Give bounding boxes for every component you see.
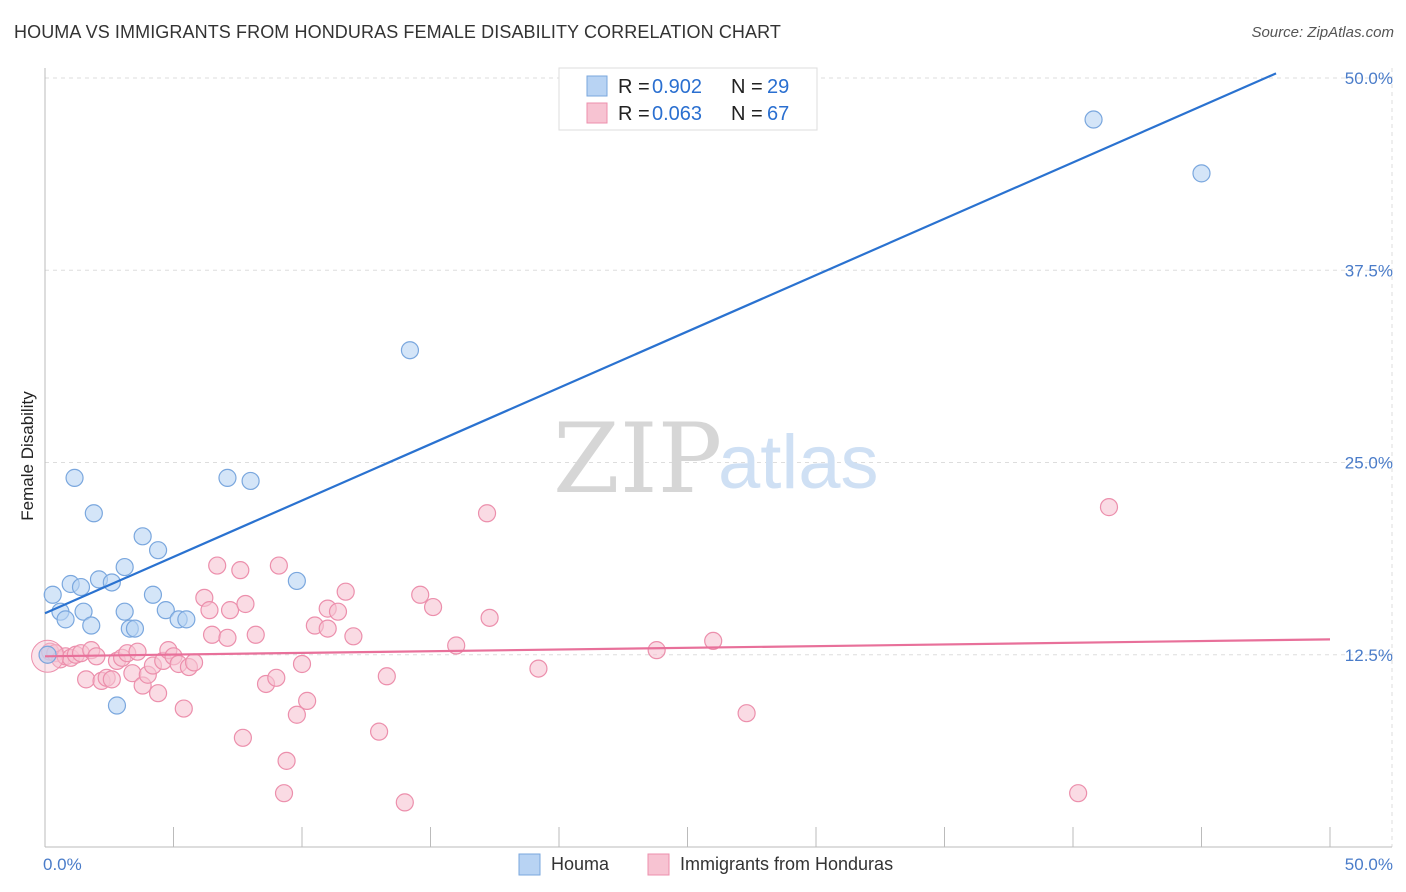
legend-r-value: 0.902	[652, 76, 702, 98]
bottom-legend-swatch-houma	[518, 853, 541, 876]
data-point	[218, 628, 237, 647]
data-point	[1099, 498, 1119, 517]
source-label: Source: ZipAtlas.com	[1251, 24, 1394, 41]
bottom-legend-swatch-honduras	[647, 853, 670, 876]
data-point	[38, 645, 57, 664]
data-point	[377, 667, 396, 686]
data-point	[148, 541, 168, 560]
trend-line	[44, 72, 1277, 615]
data-point	[274, 784, 294, 803]
data-point	[56, 610, 75, 629]
data-point	[200, 601, 219, 620]
y-tick-label: 12.5%	[1345, 646, 1393, 665]
bottom-legend-label-honduras: Immigrants from Honduras	[680, 854, 893, 874]
data-point	[115, 602, 134, 621]
legend-n-value: 29	[767, 76, 789, 98]
legend-n-label: N =	[731, 76, 763, 98]
data-point	[529, 659, 548, 678]
legend-swatch-honduras	[586, 102, 608, 124]
data-point	[267, 668, 286, 687]
y-tick-label: 50.0%	[1345, 69, 1393, 88]
data-point	[148, 684, 168, 703]
series-houma	[38, 110, 1211, 715]
data-point	[269, 556, 288, 575]
data-point	[236, 594, 255, 614]
data-point	[292, 654, 312, 674]
data-point	[241, 471, 260, 491]
data-point	[370, 722, 389, 741]
y-axis-label: Female Disability	[18, 391, 37, 521]
data-point	[231, 561, 250, 580]
legend-r-label: R =	[618, 103, 650, 125]
data-point	[202, 625, 222, 644]
data-point	[128, 642, 147, 661]
data-point	[395, 793, 414, 812]
grid-lines	[45, 68, 1393, 847]
chart-title: HOUMA VS IMMIGRANTS FROM HONDURAS FEMALE…	[14, 22, 781, 42]
data-point	[208, 556, 227, 575]
data-point	[477, 504, 497, 523]
data-point	[344, 627, 363, 646]
data-point	[1084, 110, 1103, 129]
y-tick-label: 37.5%	[1345, 261, 1393, 280]
data-point	[704, 631, 723, 651]
data-point	[133, 527, 152, 546]
data-point	[647, 641, 666, 660]
data-point	[277, 751, 296, 770]
legend-r-label: R =	[618, 76, 650, 98]
data-point	[1069, 784, 1088, 803]
data-point	[411, 585, 430, 604]
data-point	[125, 619, 145, 638]
y-tick-label: 25.0%	[1345, 454, 1393, 473]
data-point	[184, 653, 204, 672]
data-point	[115, 557, 134, 577]
data-point	[65, 468, 84, 487]
data-point	[287, 571, 306, 591]
data-point	[480, 608, 499, 627]
legend-n-value: 67	[767, 103, 789, 125]
data-point	[220, 601, 240, 620]
data-point	[43, 585, 62, 604]
data-point	[298, 691, 317, 710]
data-point	[77, 670, 96, 689]
data-point	[74, 602, 93, 621]
data-point	[336, 582, 355, 601]
data-point	[246, 625, 265, 644]
watermark: ZIP atlas	[553, 403, 879, 515]
data-point	[71, 577, 91, 597]
data-point	[737, 704, 756, 723]
data-point	[1192, 164, 1211, 183]
data-point	[423, 597, 443, 617]
data-point	[174, 699, 193, 718]
x-tick-label: 50.0%	[1345, 855, 1393, 874]
data-point	[84, 504, 103, 523]
data-point	[143, 585, 163, 604]
bottom-legend: Houma Immigrants from Honduras	[518, 853, 893, 876]
x-tick-label: 0.0%	[43, 855, 82, 874]
data-point	[177, 610, 196, 629]
series-immigrants-from-honduras	[31, 498, 1119, 812]
legend-n-label: N =	[731, 103, 763, 125]
data-point	[156, 601, 175, 620]
data-point	[107, 696, 127, 715]
watermark-zip: ZIP	[553, 403, 722, 515]
data-point	[400, 341, 420, 360]
trend-line	[44, 638, 1331, 658]
trend-lines	[44, 72, 1331, 658]
bottom-legend-label-houma: Houma	[551, 854, 610, 874]
data-point	[233, 728, 252, 747]
watermark-atlas: atlas	[718, 420, 879, 505]
data-point	[287, 705, 306, 724]
data-point	[82, 616, 101, 635]
legend-swatch-houma	[586, 75, 608, 97]
legend-box: R = 0.902 N = 29 R = 0.063 N = 67	[558, 67, 818, 131]
data-point	[318, 619, 337, 638]
data-point	[218, 468, 237, 487]
tick-labels: 12.5% 25.0% 37.5% 50.0% 0.0% 50.0%	[43, 69, 1393, 874]
data-point	[102, 670, 121, 689]
legend-r-value: 0.063	[652, 103, 702, 125]
axes	[44, 68, 1392, 848]
data-point	[328, 602, 348, 621]
